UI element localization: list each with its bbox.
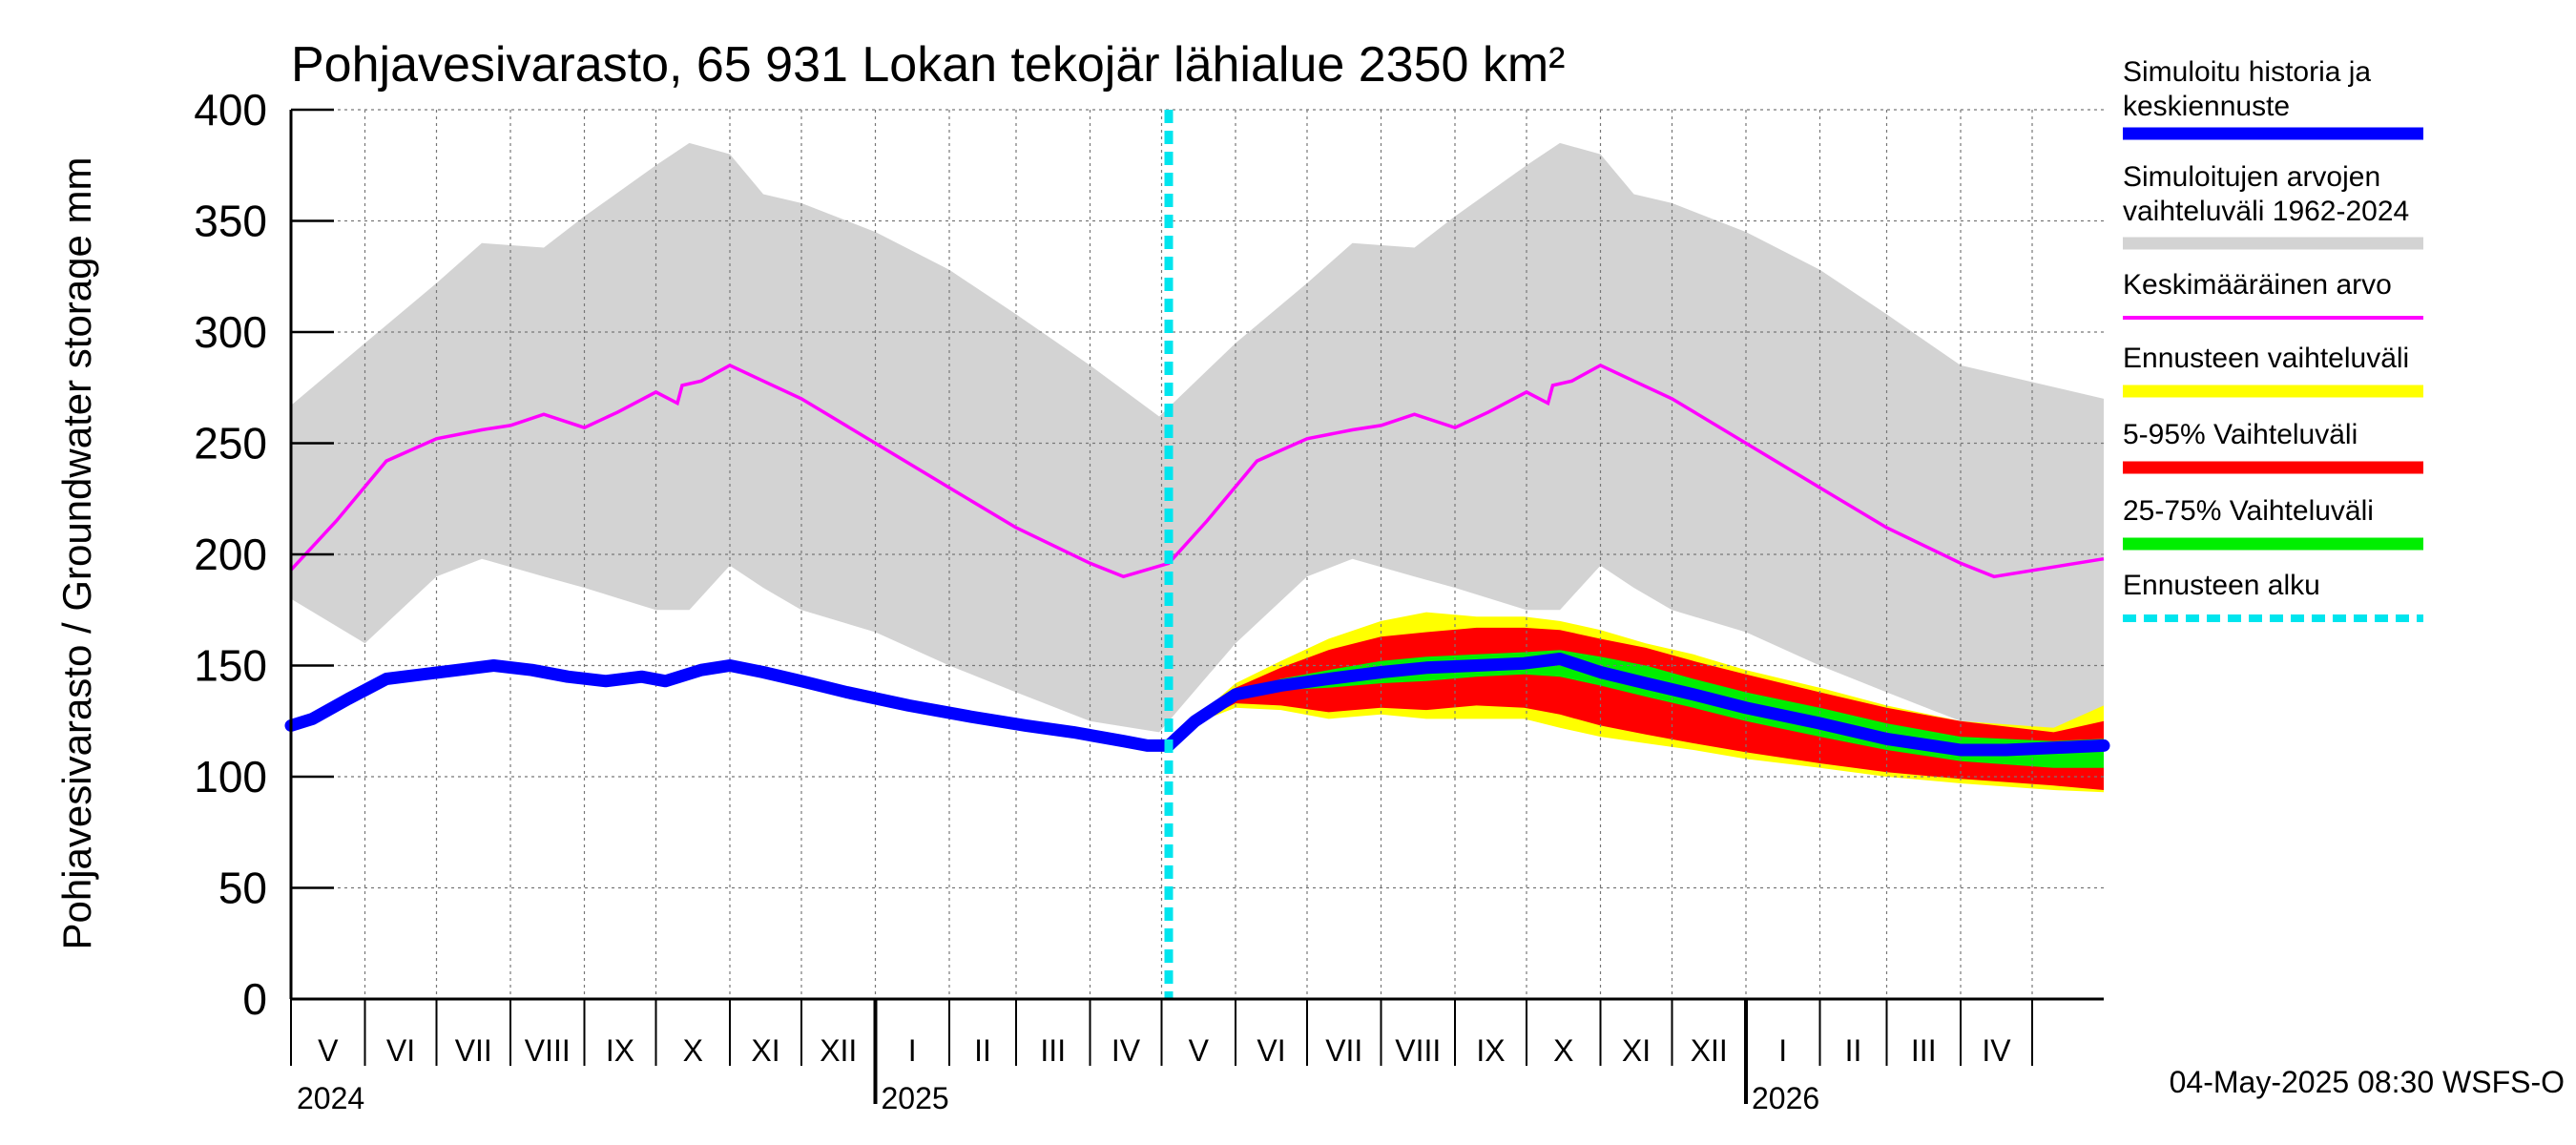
month-label: VIII <box>525 1033 571 1068</box>
y-tick-label: 100 <box>194 752 267 802</box>
month-label: IX <box>1476 1033 1505 1068</box>
month-label: VI <box>386 1033 415 1068</box>
month-label: I <box>1778 1033 1787 1068</box>
y-tick-label: 250 <box>194 419 267 468</box>
month-label: VIII <box>1395 1033 1441 1068</box>
history-line <box>284 659 1175 752</box>
y-tick-label: 50 <box>218 864 267 913</box>
legend-label-range: Simuloitujen arvojen <box>2123 161 2380 193</box>
grid-layer <box>291 109 2104 999</box>
legend-label-mean: Keskimääräinen arvo <box>2123 269 2392 301</box>
month-label: VII <box>1325 1033 1362 1068</box>
chart-title: Pohjavesivarasto, 65 931 Lokan tekojär l… <box>291 37 1566 93</box>
legend-label-fc_start: Ennusteen alku <box>2123 570 2320 601</box>
month-label: III <box>1911 1033 1937 1068</box>
month-label: II <box>974 1033 991 1068</box>
y-tick-label: 300 <box>194 307 267 357</box>
month-label: I <box>908 1033 917 1068</box>
month-label: II <box>1845 1033 1862 1068</box>
y-axis-label: Pohjavesivarasto / Groundwater storage m… <box>54 156 99 949</box>
range-band <box>291 142 2104 733</box>
timestamp: 04-May-2025 08:30 WSFS-O <box>2170 1065 2565 1099</box>
month-label: X <box>683 1033 703 1068</box>
legend-label-hist: keskiennuste <box>2123 91 2290 122</box>
month-label: V <box>318 1033 339 1068</box>
y-tick-label: 400 <box>194 85 267 135</box>
year-label: 2026 <box>1752 1081 1819 1115</box>
month-label: V <box>1189 1033 1210 1068</box>
month-label: XI <box>1622 1033 1651 1068</box>
month-label: III <box>1040 1033 1066 1068</box>
month-label: VII <box>455 1033 492 1068</box>
legend-label-fc_range: Ennusteen vaihteluväli <box>2123 343 2409 374</box>
y-tick-label: 0 <box>242 974 267 1024</box>
month-label: XI <box>751 1033 779 1068</box>
month-label: XII <box>820 1033 857 1068</box>
year-label: 2024 <box>297 1081 364 1115</box>
legend-label-p25_75: 25-75% Vaihteluväli <box>2123 495 2374 527</box>
y-tick-label: 150 <box>194 641 267 691</box>
month-label: VI <box>1257 1033 1285 1068</box>
month-label: IV <box>1111 1033 1141 1068</box>
y-tick-label: 200 <box>194 530 267 579</box>
month-label: IV <box>1982 1033 2011 1068</box>
legend-label-hist: Simuloitu historia ja <box>2123 56 2371 88</box>
bands-layer <box>291 142 2104 793</box>
y-tick-label: 350 <box>194 197 267 246</box>
month-label: XII <box>1691 1033 1728 1068</box>
lines-layer <box>284 110 2110 999</box>
legend-label-range: vaihteluväli 1962-2024 <box>2123 196 2409 227</box>
month-label: IX <box>606 1033 634 1068</box>
year-label: 2025 <box>882 1081 949 1115</box>
month-label: X <box>1553 1033 1573 1068</box>
legend-label-p5_95: 5-95% Vaihteluväli <box>2123 419 2358 450</box>
forecast-median-line <box>1162 653 2110 757</box>
